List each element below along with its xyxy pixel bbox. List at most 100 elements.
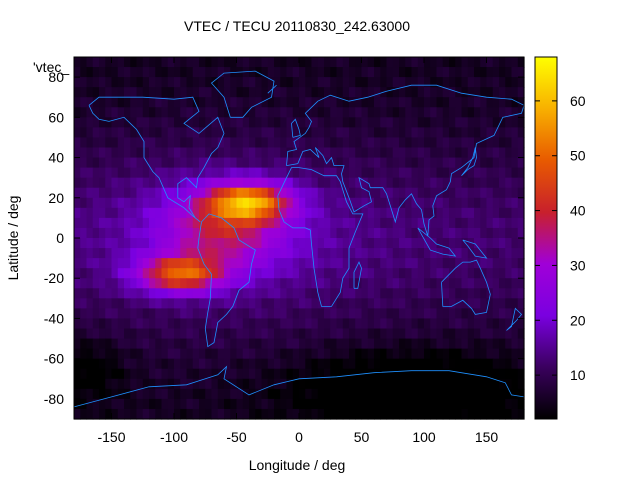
heatmap-cell [461, 187, 469, 199]
heatmap-cell [386, 258, 394, 269]
heatmap-cell [261, 368, 269, 380]
heatmap-cell [136, 197, 144, 209]
heatmap-cell [117, 268, 125, 279]
heatmap-cell [92, 147, 100, 159]
heatmap-cell [374, 147, 381, 159]
heatmap-cell [499, 157, 506, 169]
heatmap-cell [205, 227, 213, 239]
heatmap-cell [149, 77, 156, 88]
heatmap-cell [105, 67, 113, 78]
heatmap-cell [467, 57, 475, 68]
heatmap-cell [399, 348, 406, 360]
heatmap-cell [442, 97, 450, 108]
heatmap-cell [299, 398, 306, 410]
heatmap-cell [317, 258, 325, 269]
heatmap-cell [174, 157, 181, 169]
heatmap-cell [230, 167, 238, 179]
heatmap-cell [105, 308, 113, 320]
heatmap-cell [405, 358, 413, 370]
heatmap-cell [161, 57, 169, 68]
heatmap-cell [461, 258, 469, 269]
heatmap-cell [274, 348, 281, 360]
heatmap-cell [99, 358, 106, 370]
heatmap-cell [117, 107, 125, 118]
heatmap-cell [217, 288, 225, 299]
heatmap-cell [480, 248, 488, 259]
heatmap-cell [105, 147, 113, 159]
heatmap-cell [505, 147, 513, 159]
heatmap-cell [280, 298, 288, 309]
heatmap-cell [292, 77, 300, 88]
heatmap-cell [486, 298, 494, 309]
heatmap-cell [367, 378, 375, 390]
heatmap-cell [205, 338, 213, 350]
heatmap-cell [467, 147, 475, 159]
heatmap-cell [280, 157, 288, 169]
heatmap-cell [249, 368, 256, 380]
heatmap-cell [336, 328, 344, 340]
heatmap-cell [355, 187, 363, 199]
heatmap-cell [499, 67, 506, 78]
heatmap-cell [261, 358, 269, 370]
heatmap-cell [361, 308, 369, 320]
heatmap-cell [467, 137, 475, 149]
heatmap-cell [124, 348, 131, 360]
heatmap-cell [349, 117, 356, 128]
heatmap-cell [330, 107, 338, 118]
heatmap-cell [474, 288, 481, 299]
heatmap-cell [486, 187, 494, 199]
heatmap-cell [330, 348, 338, 360]
heatmap-cell [380, 278, 388, 289]
heatmap-cell [130, 388, 138, 400]
heatmap-cell [274, 338, 281, 350]
heatmap-cell [392, 107, 400, 118]
heatmap-cell [99, 368, 106, 380]
heatmap-cell [130, 288, 138, 299]
heatmap-cell [92, 398, 100, 410]
heatmap-cell [199, 97, 206, 108]
heatmap-cell [405, 57, 413, 68]
heatmap-cell [224, 268, 231, 279]
heatmap-cell [480, 217, 488, 229]
heatmap-cell [342, 338, 350, 350]
heatmap-cell [280, 227, 288, 239]
heatmap-cell [517, 238, 525, 249]
heatmap-cell [299, 288, 306, 299]
heatmap-cell [236, 87, 244, 98]
heatmap-cell [174, 338, 181, 350]
heatmap-cell [311, 348, 319, 360]
heatmap-cell [261, 308, 269, 320]
heatmap-cell [242, 117, 250, 128]
heatmap-cell [199, 388, 206, 400]
heatmap-cell [280, 328, 288, 340]
heatmap-cell [449, 57, 456, 68]
heatmap-cell [280, 137, 288, 149]
heatmap-cell [442, 207, 450, 219]
heatmap-cell [230, 77, 238, 88]
heatmap-cell [399, 77, 406, 88]
heatmap-cell [424, 217, 431, 229]
heatmap-cell [267, 197, 275, 209]
heatmap-cell [192, 248, 200, 259]
heatmap-cell [330, 217, 338, 229]
heatmap-cell [192, 107, 200, 118]
y-tick-label: 20 [48, 190, 64, 206]
heatmap-cell [505, 328, 513, 340]
heatmap-cell [399, 167, 406, 179]
colorbar-tick-label: 50 [570, 148, 586, 164]
heatmap-cell [211, 298, 219, 309]
heatmap-cell [505, 227, 513, 239]
heatmap-cell [199, 298, 206, 309]
heatmap-cell [442, 348, 450, 360]
heatmap-cell [505, 87, 513, 98]
heatmap-cell [155, 87, 163, 98]
heatmap-cell [361, 207, 369, 219]
heatmap-cell [242, 378, 250, 390]
heatmap-cell [299, 338, 306, 350]
coastline-greenland-east [267, 84, 277, 94]
heatmap-cell [367, 117, 375, 128]
heatmap-cell [199, 67, 206, 78]
heatmap-cell [92, 77, 100, 88]
heatmap-cell [249, 378, 256, 390]
heatmap-cell [286, 358, 294, 370]
